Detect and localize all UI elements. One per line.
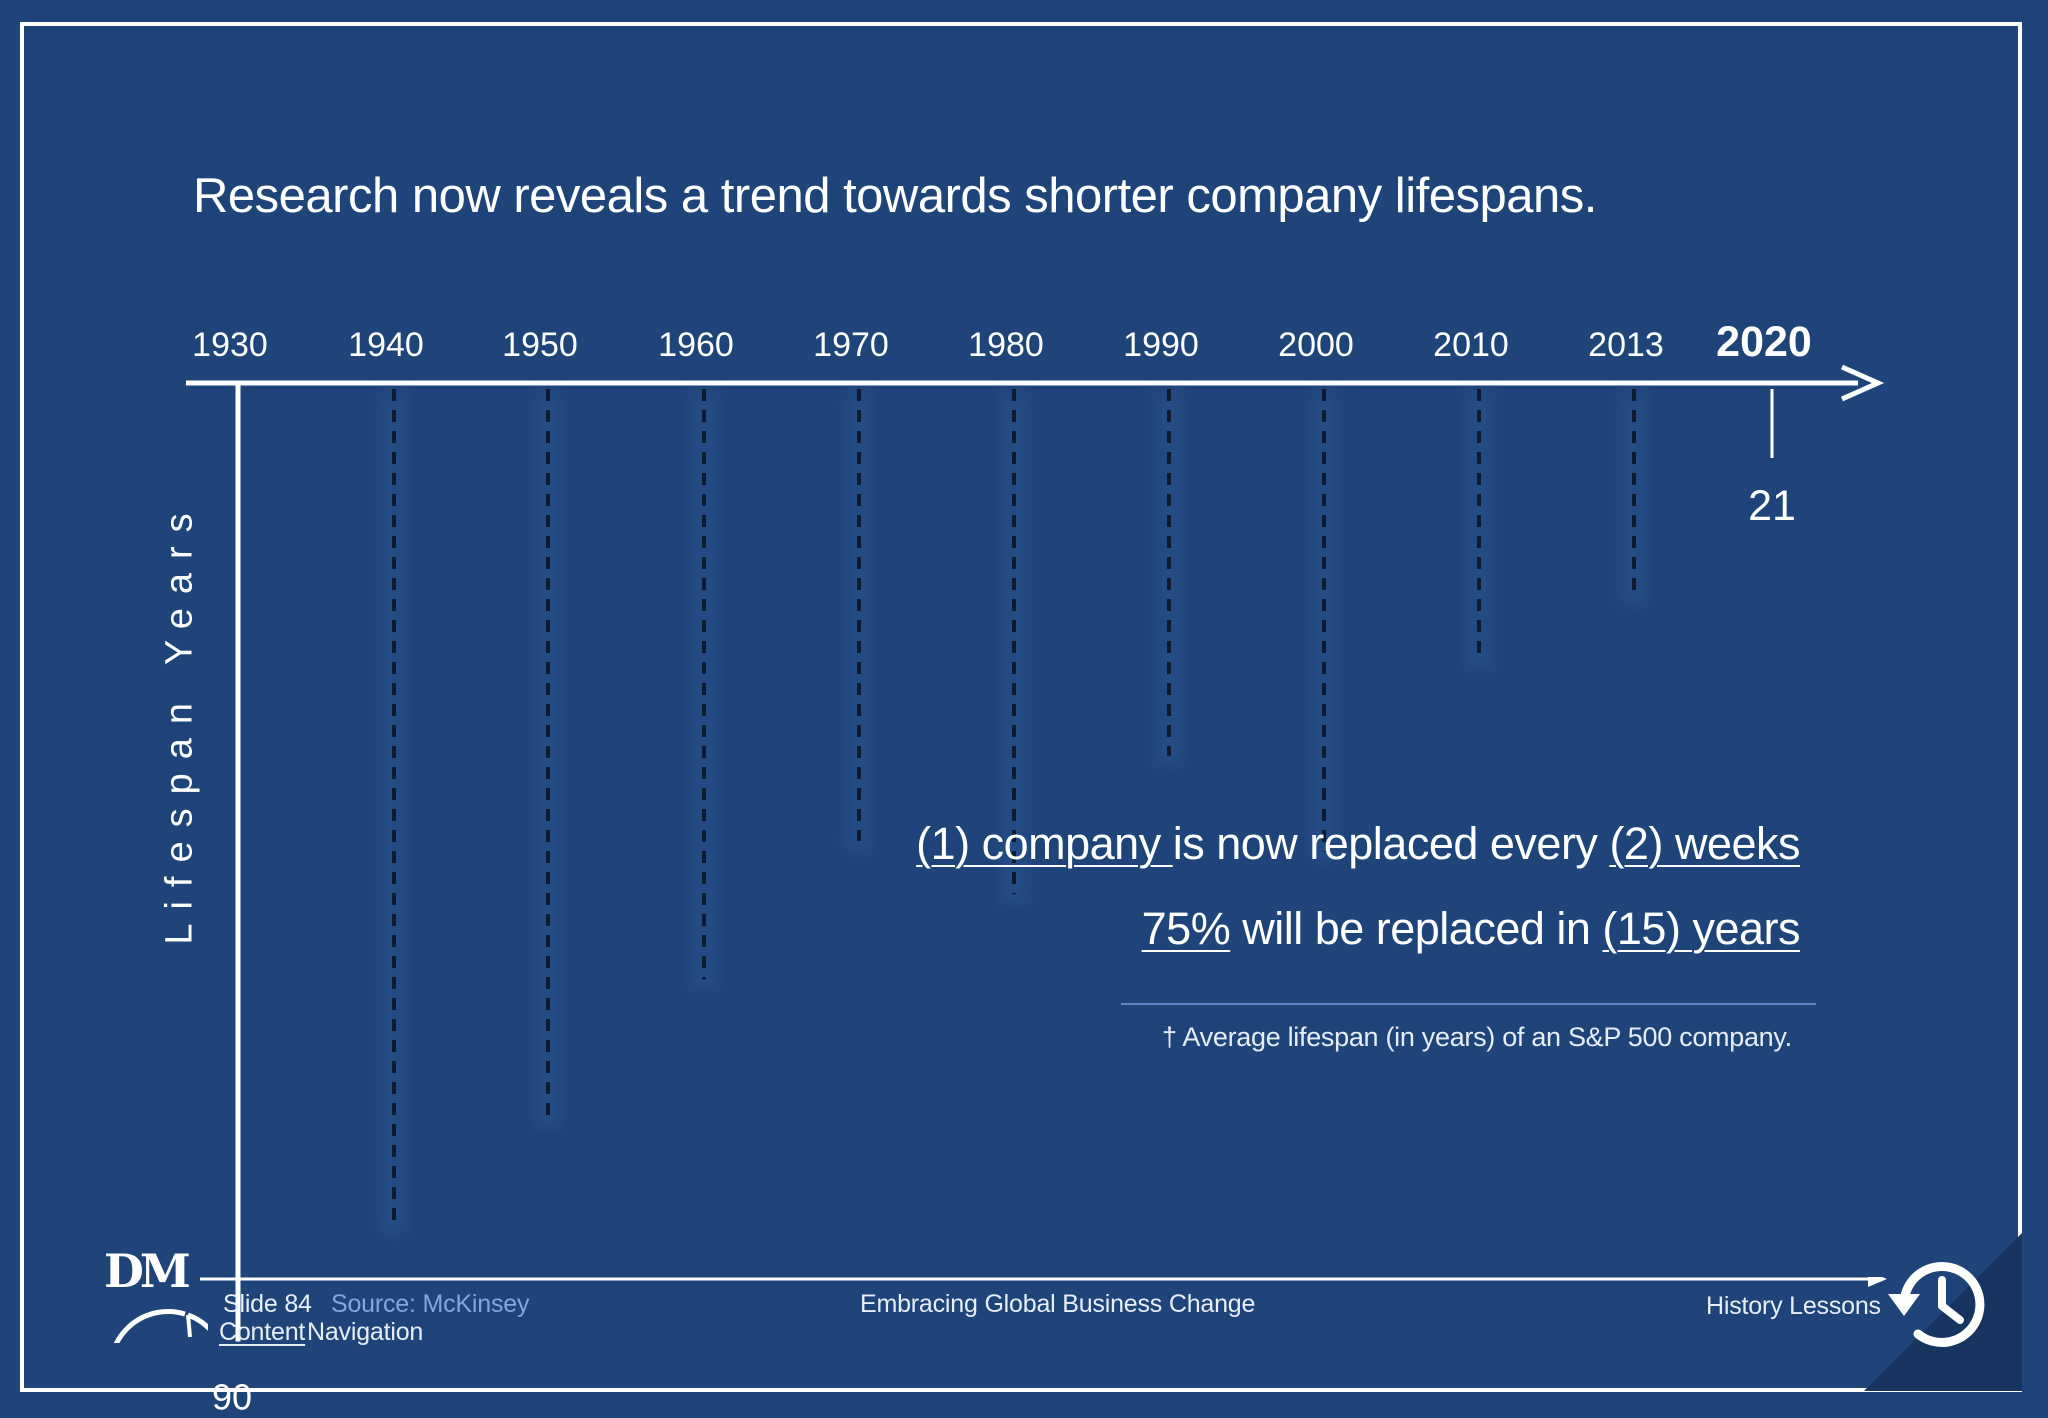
footnote-divider (1121, 1003, 1816, 1005)
data-label-first: 90 (212, 1377, 252, 1418)
statement-text: will be replaced in (1230, 903, 1603, 954)
footer-arrow (200, 1277, 1887, 1287)
slide-title: Research now reveals a trend towards sho… (193, 169, 1597, 223)
content-link[interactable]: Content (219, 1318, 306, 1346)
navigation-label: Navigation (307, 1318, 424, 1346)
section-label: History Lessons (1706, 1292, 1881, 1320)
statement-weeks: (2) weeks (1609, 818, 1800, 869)
x-tick-label: 1970 (813, 326, 889, 364)
statement-replacement-rate: (1) company is now replaced every (2) we… (916, 818, 1800, 870)
slide-number: Slide 84 (223, 1290, 312, 1318)
statement-replacement-share: 75% will be replaced in (15) years (1141, 903, 1801, 955)
dm-logo-icon (113, 1309, 208, 1343)
x-tick-label: 1930 (192, 326, 268, 364)
x-tick-label: 2000 (1278, 326, 1354, 364)
x-tick-label: 1990 (1123, 326, 1199, 364)
statement-years: (15) years (1602, 903, 1800, 954)
source-citation: Source: McKinsey (331, 1290, 530, 1318)
x-tick-label: 1960 (658, 326, 734, 364)
x-tick-label: 2010 (1433, 326, 1509, 364)
history-clock-icon[interactable] (1884, 1250, 1994, 1360)
x-tick-label: 2020 (1716, 318, 1812, 366)
statement-company-count: (1) company (916, 818, 1173, 869)
x-tick-label: 1940 (348, 326, 424, 364)
presentation-title: Embracing Global Business Change (860, 1290, 1256, 1318)
x-tick-label: 1950 (502, 326, 578, 364)
y-axis-label: Lifespan Years (158, 499, 201, 945)
logo-lettering: DM (104, 1244, 191, 1298)
statement-text: is now replaced every (1172, 818, 1610, 869)
footnote: † Average lifespan (in years) of an S&P … (1162, 1022, 1792, 1052)
x-tick-label: 2013 (1588, 326, 1664, 364)
slide-border (20, 22, 2022, 1392)
statement-percent: 75% (1141, 903, 1231, 954)
x-tick-label: 1980 (968, 326, 1044, 364)
corner-triangle (1864, 1233, 2022, 1391)
timeline-arrowhead (1840, 364, 1885, 402)
data-label-last: 21 (1748, 482, 1796, 530)
